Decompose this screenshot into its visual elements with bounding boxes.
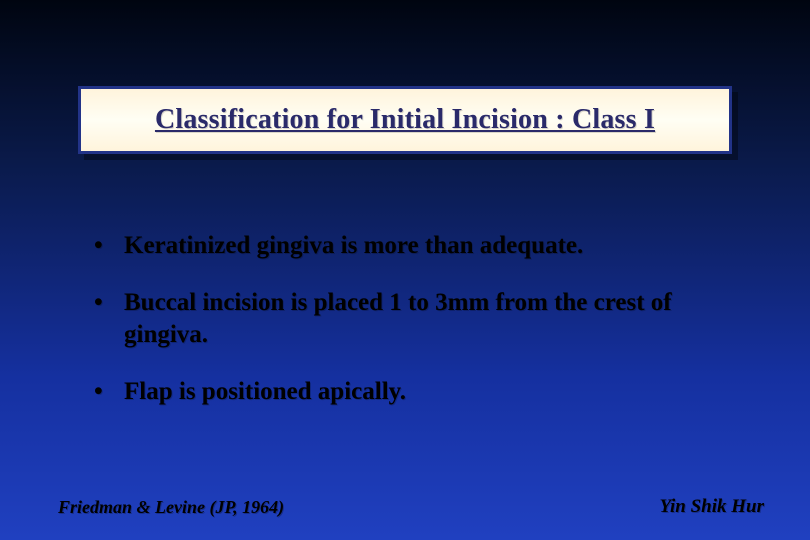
footer-citation: Friedman & Levine (JP, 1964): [58, 497, 284, 518]
bullet-text: Keratinized gingiva is more than adequat…: [124, 230, 714, 261]
title-box: Classification for Initial Incision : Cl…: [78, 86, 732, 154]
bullet-text: Flap is positioned apically.: [124, 376, 714, 407]
bullet-list: • Keratinized gingiva is more than adequ…: [94, 230, 714, 433]
list-item: • Flap is positioned apically.: [94, 376, 714, 407]
footer-author: Yin Shik Hur: [659, 496, 764, 518]
bullet-icon: •: [94, 376, 124, 407]
list-item: • Buccal incision is placed 1 to 3mm fro…: [94, 287, 714, 350]
bullet-icon: •: [94, 287, 124, 350]
list-item: • Keratinized gingiva is more than adequ…: [94, 230, 714, 261]
bullet-icon: •: [94, 230, 124, 261]
slide-title: Classification for Initial Incision : Cl…: [155, 104, 655, 136]
bullet-text: Buccal incision is placed 1 to 3mm from …: [124, 287, 714, 350]
